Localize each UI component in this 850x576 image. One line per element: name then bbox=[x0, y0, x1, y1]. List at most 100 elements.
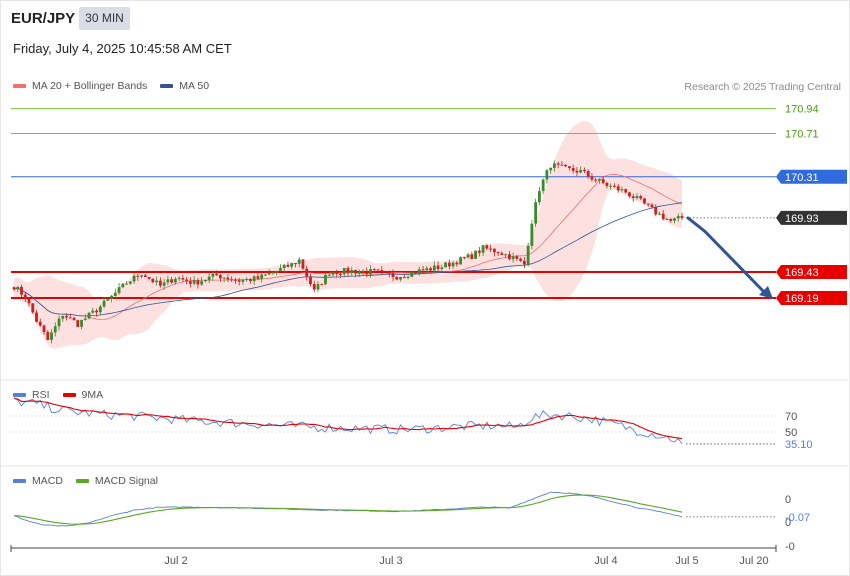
macd-tick-1: 0 bbox=[785, 517, 791, 529]
candle-body bbox=[507, 254, 511, 260]
candle-body bbox=[380, 270, 384, 272]
ma50-legend-label: MA 50 bbox=[179, 80, 210, 92]
candle-body bbox=[312, 284, 316, 290]
candle-body bbox=[12, 287, 16, 290]
candle-body bbox=[294, 263, 297, 265]
candle-body bbox=[402, 277, 406, 279]
candle-body bbox=[177, 278, 181, 280]
candle-body bbox=[245, 279, 249, 281]
candle-body bbox=[185, 279, 189, 282]
candle-body bbox=[530, 223, 534, 246]
candle-body bbox=[68, 317, 72, 319]
candle-body bbox=[23, 294, 27, 299]
candle-body bbox=[440, 267, 444, 270]
support-label-5: 169.19 bbox=[785, 293, 819, 305]
candle-body bbox=[500, 253, 504, 255]
candle-body bbox=[46, 331, 50, 340]
symbol-title: EUR/JPY bbox=[11, 10, 76, 27]
candle-body bbox=[372, 269, 376, 271]
candle-body bbox=[519, 258, 523, 261]
pivot-label-2: 170.31 bbox=[785, 172, 819, 184]
candle-body bbox=[132, 275, 136, 282]
candle-body bbox=[534, 202, 538, 224]
candle-body bbox=[207, 276, 211, 281]
candle-body bbox=[166, 279, 170, 283]
macd-signal-line bbox=[13, 494, 683, 525]
rsi-last-value: 35.10 bbox=[785, 439, 813, 451]
candle-body bbox=[155, 280, 159, 283]
research-credit: Research © 2025 Trading Central bbox=[684, 81, 841, 93]
candle-body bbox=[395, 277, 399, 280]
candle-body bbox=[324, 274, 327, 285]
candle-body bbox=[680, 216, 684, 218]
candle-body bbox=[564, 164, 568, 167]
candle-body bbox=[35, 312, 38, 322]
rsi-legend: RSI 9MA bbox=[13, 389, 103, 401]
candle-body bbox=[496, 252, 500, 254]
candle-body bbox=[579, 169, 583, 173]
candle-body bbox=[586, 171, 590, 177]
candle-body bbox=[226, 277, 230, 280]
candle-body bbox=[489, 248, 493, 250]
candle-body bbox=[162, 282, 166, 286]
candle-body bbox=[676, 216, 680, 219]
candle-body bbox=[151, 278, 155, 283]
candle-body bbox=[188, 281, 192, 284]
candle-body bbox=[598, 179, 601, 181]
rsi-level-label-50: 50 bbox=[785, 427, 797, 439]
candle-body bbox=[16, 286, 20, 290]
candle-body bbox=[327, 274, 331, 276]
candle-body bbox=[121, 283, 125, 288]
candle-body bbox=[87, 312, 91, 319]
rsi-ma-legend-label: 9MA bbox=[81, 389, 104, 401]
candle-body bbox=[279, 268, 282, 271]
rsi-level-label-70: 70 bbox=[785, 411, 797, 423]
candle-body bbox=[234, 279, 237, 281]
candle-body bbox=[31, 303, 35, 313]
candle-body bbox=[260, 274, 264, 279]
macd-legend-label: MACD bbox=[32, 475, 63, 487]
candle-body bbox=[113, 292, 117, 296]
candle-body bbox=[425, 268, 429, 271]
candle-body bbox=[545, 170, 549, 180]
candle-body bbox=[590, 176, 594, 180]
macd-line bbox=[13, 491, 683, 527]
candle-body bbox=[511, 256, 515, 260]
candle-body bbox=[665, 219, 669, 221]
support-label-box-5 bbox=[776, 290, 847, 305]
candle-body bbox=[275, 270, 279, 273]
candle-body bbox=[399, 277, 402, 280]
candle-body bbox=[50, 332, 53, 340]
candle-body bbox=[27, 298, 31, 304]
candle-body bbox=[20, 286, 23, 295]
candle-body bbox=[241, 280, 245, 282]
candle-body bbox=[346, 268, 350, 273]
candle-body bbox=[286, 264, 290, 267]
interval-badge[interactable]: 30 MIN bbox=[79, 7, 130, 30]
candle-body bbox=[339, 273, 342, 275]
candle-body bbox=[301, 259, 305, 269]
candle-body bbox=[477, 250, 481, 253]
candle-body bbox=[451, 262, 455, 267]
datetime-label: Friday, July 4, 2025 10:45:58 AM CET bbox=[13, 41, 232, 56]
candle-body bbox=[143, 275, 147, 277]
candle-body bbox=[335, 272, 339, 274]
candle-body bbox=[522, 260, 526, 265]
candle-body bbox=[354, 270, 357, 274]
candle-body bbox=[309, 276, 312, 285]
rsi-legend-swatch bbox=[13, 393, 26, 397]
rsi-ma-line bbox=[13, 397, 683, 440]
candle-body bbox=[421, 269, 425, 271]
candle-body bbox=[504, 254, 508, 256]
candle-body bbox=[369, 269, 372, 274]
candle-body bbox=[455, 262, 459, 265]
candle-body bbox=[128, 281, 132, 284]
x-tick-label-2: Jul 4 bbox=[594, 555, 617, 567]
candle-body bbox=[42, 325, 46, 332]
macd-legend-swatch bbox=[13, 479, 26, 483]
candle-body bbox=[305, 268, 309, 277]
candle-body bbox=[628, 192, 631, 197]
candle-body bbox=[196, 280, 200, 285]
candle-body bbox=[102, 300, 106, 307]
